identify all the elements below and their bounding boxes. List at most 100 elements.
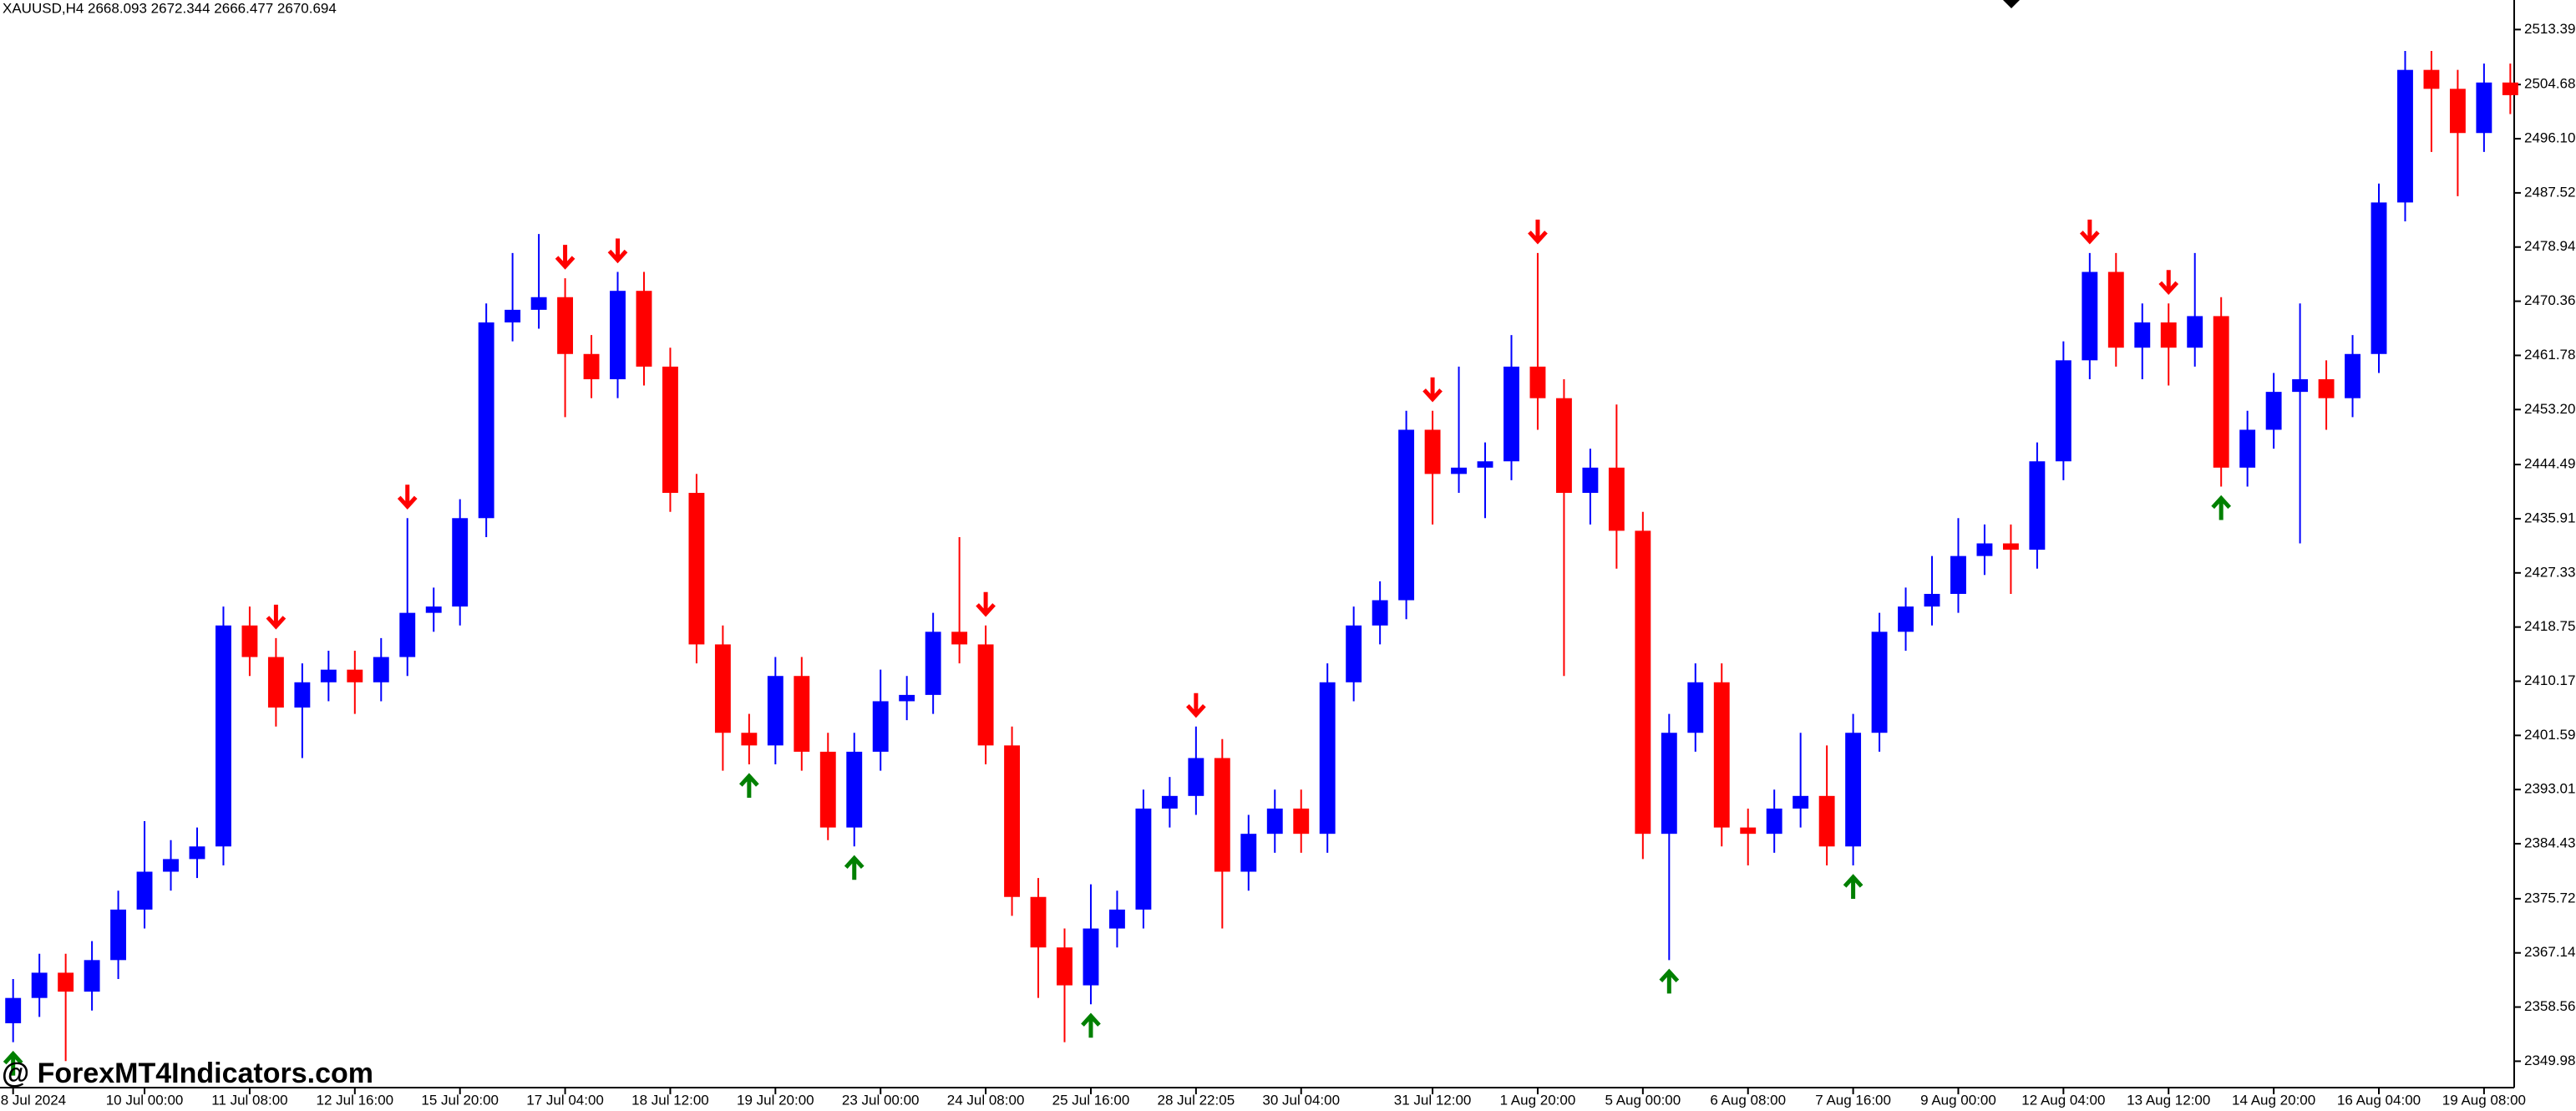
candle-body <box>505 309 521 322</box>
sell-arrow <box>555 245 576 270</box>
x-tick-label: 23 Jul 00:00 <box>842 1092 920 1108</box>
candle-body <box>688 493 705 645</box>
candle-body <box>2029 461 2046 550</box>
sell-arrow <box>1528 219 1548 245</box>
y-tick-label: 2496.100 <box>2524 130 2576 146</box>
candle-body <box>1582 467 1599 494</box>
candle-body <box>163 859 179 872</box>
candle-body <box>610 291 626 380</box>
candle-body <box>846 751 863 828</box>
x-tick-label: 28 Jul 22:05 <box>1158 1092 1235 1108</box>
y-tick-label: 2513.390 <box>2524 21 2576 37</box>
candle-body <box>1555 398 1572 494</box>
sell-arrow <box>976 591 996 617</box>
x-tick-label: 8 Jul 2024 <box>1 1092 66 1108</box>
candle-body <box>2213 316 2229 468</box>
candle-body <box>1346 625 1362 682</box>
candle-body <box>1608 467 1625 531</box>
x-tick-label: 25 Jul 16:00 <box>1052 1092 1130 1108</box>
candle-body <box>1135 808 1152 910</box>
buy-arrow <box>844 855 865 880</box>
y-tick-label: 2504.680 <box>2524 76 2576 92</box>
sell-arrow <box>2079 219 2100 245</box>
candle-body <box>347 669 363 682</box>
candle-body <box>1529 366 1546 398</box>
x-tick-label: 19 Jul 20:00 <box>737 1092 814 1108</box>
y-tick-label: 2349.980 <box>2524 1053 2576 1068</box>
candle-body <box>2423 69 2440 89</box>
sell-arrow <box>2158 270 2179 296</box>
x-tick-label: 13 Aug 12:00 <box>2127 1092 2210 1108</box>
candle-body <box>872 701 889 752</box>
candle-body <box>478 322 494 519</box>
candle-body <box>899 694 915 702</box>
candle-body <box>320 669 337 682</box>
y-tick-label: 2367.140 <box>2524 944 2576 960</box>
candle-body <box>951 632 968 645</box>
sell-arrow <box>266 604 287 630</box>
candle-body <box>977 644 994 746</box>
candle-body <box>2397 69 2413 203</box>
sell-arrow <box>1186 692 1206 718</box>
candle-body <box>110 909 127 961</box>
candle-body <box>1713 682 1730 828</box>
x-tick-label: 15 Jul 20:00 <box>421 1092 499 1108</box>
candle-body <box>189 846 205 860</box>
candle-body <box>425 606 442 613</box>
candle-body <box>1188 758 1204 796</box>
candle-body <box>1950 556 1966 594</box>
candle-body <box>2055 360 2071 462</box>
candle-body <box>1240 834 1257 872</box>
symbol-info: XAUUSD,H4 2668.093 2672.344 2666.477 267… <box>3 0 337 16</box>
x-tick-label: 11 Jul 08:00 <box>211 1092 287 1108</box>
x-tick-label: 12 Jul 16:00 <box>316 1092 393 1108</box>
candle-body <box>2239 429 2256 468</box>
y-tick-label: 2470.360 <box>2524 292 2576 308</box>
candle-body <box>1661 733 1677 835</box>
candle-body <box>1451 467 1467 474</box>
candle-body <box>1766 808 1782 835</box>
y-tick-label: 2453.200 <box>2524 401 2576 417</box>
x-tick-label: 14 Aug 20:00 <box>2232 1092 2315 1108</box>
y-tick-label: 2487.520 <box>2524 184 2576 200</box>
candle-body <box>1976 543 1993 556</box>
candle-body <box>1818 795 1835 847</box>
candle-body <box>136 871 153 910</box>
y-tick-label: 2393.010 <box>2524 781 2576 797</box>
buy-arrow <box>1081 1012 1101 1038</box>
candle-body <box>1214 758 1230 872</box>
candle-body <box>2476 82 2492 134</box>
candle-body <box>925 632 941 695</box>
candle-body <box>1083 928 1099 986</box>
y-tick-label: 2444.490 <box>2524 456 2576 472</box>
watermark: @ ForexMT4Indicators.com <box>2 1058 373 1089</box>
sell-arrow <box>397 484 418 510</box>
candle-body <box>1266 808 1283 835</box>
candle-body <box>2449 89 2466 134</box>
x-tick-label: 19 Aug 08:00 <box>2442 1092 2526 1108</box>
candle-body <box>2292 379 2309 393</box>
candle-body <box>636 291 652 367</box>
sell-arrow <box>1422 377 1443 403</box>
candle-body <box>1424 429 1441 474</box>
y-tick-label: 2418.750 <box>2524 618 2576 634</box>
x-tick-label: 6 Aug 08:00 <box>1710 1092 1786 1108</box>
candle-body <box>1108 909 1125 929</box>
candle-body <box>819 751 836 828</box>
x-tick-label: 1 Aug 20:00 <box>1500 1092 1576 1108</box>
shift-marker <box>2003 0 2020 8</box>
candle-body <box>714 644 731 733</box>
x-tick-label: 5 Aug 00:00 <box>1605 1092 1681 1108</box>
candle-body <box>583 353 600 380</box>
candle-body <box>241 625 258 657</box>
candle-body <box>2187 316 2203 348</box>
candle-body <box>2371 202 2387 354</box>
candle-body <box>1635 530 1651 835</box>
candle-body <box>2134 322 2151 348</box>
x-tick-label: 7 Aug 16:00 <box>1815 1092 1891 1108</box>
candle-body <box>1398 429 1415 601</box>
y-tick-label: 2384.430 <box>2524 835 2576 851</box>
candle-body <box>1161 795 1178 809</box>
